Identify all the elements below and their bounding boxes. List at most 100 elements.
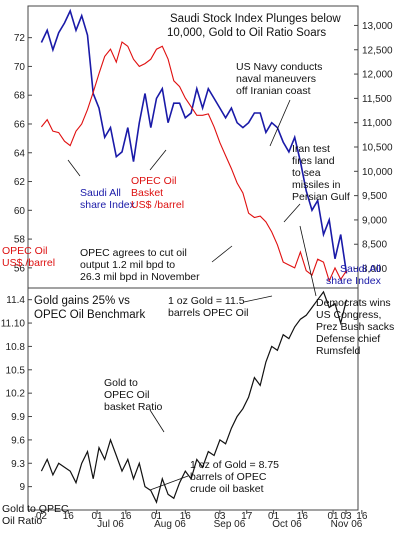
x-axis-month-label-2: Sep 06	[214, 519, 246, 530]
ratio-axis-tick-label-4: 10.2	[6, 389, 26, 400]
annotation-gold-low-3: crude oil basket	[190, 483, 264, 495]
left-axis-top: 56 58 60 62 64 66 68 70 72	[14, 33, 32, 274]
saudi-axis-tick-label-2: 9,000	[362, 215, 387, 226]
oil-axis-tick-label-0: 56	[14, 263, 26, 274]
x-axis-month-label-0: Jul 06	[97, 519, 124, 530]
oil-axis-tick-label-7: 70	[14, 62, 26, 73]
ratio-axis-label-1: Gold to OPEC	[2, 503, 69, 515]
top-title-line-1: Saudi Stock Index Plunges below	[170, 13, 341, 25]
annotation-gold-high-arrow	[243, 295, 273, 303]
saudi-label-left-2: share Index	[80, 199, 136, 211]
gold-oil-ratio-line	[40, 290, 348, 504]
ratio-axis-label-2: Oil Ratio	[2, 515, 42, 527]
x-axis-tick-label-7: 17	[241, 511, 253, 522]
ratio-label-1: Gold to	[104, 377, 138, 389]
oil-axis-tick-label-5: 66	[14, 119, 26, 130]
annotation-us-navy-arrow	[269, 99, 291, 147]
ratio-axis-tick-label-0: 9	[19, 482, 25, 493]
oil-axis-tick-label-6: 68	[14, 91, 26, 102]
saudi-axis-tick-label-3: 9,500	[362, 191, 387, 202]
oil-axis-tick-label-3: 62	[14, 177, 26, 188]
saudi-label-right-2: share Index	[326, 275, 382, 287]
saudi-axis-tick-label-7: 11,500	[362, 94, 392, 105]
annotation-iran-arrow	[283, 203, 301, 223]
annotation-gold-low-1: 1 oz of Gold = 8.75	[190, 459, 279, 471]
annotation-gold-low-arrow	[149, 475, 189, 491]
saudi-axis-tick-label-9: 12,500	[362, 45, 393, 56]
annotation-iran-4: missiles in	[292, 179, 341, 191]
saudi-axis-tick-label-4: 10,000	[362, 167, 393, 178]
oil-axis-label-2: US$ /barrel	[2, 257, 55, 269]
bottom-title-line-1: Gold gains 25% vs	[34, 295, 130, 307]
x-axis-tick-label-3: 16	[120, 511, 132, 522]
x-axis-tick-label-8: 01	[268, 511, 280, 522]
annotation-opec-cut-arrow	[211, 245, 233, 263]
annotation-opec-cut-1: OPEC agrees to cut oil	[80, 247, 187, 259]
plot-frame	[27, 5, 359, 511]
annotation-gold-high-2: barrels OPEC Oil	[168, 307, 249, 319]
opec-basket-label-1: OPEC Oil	[131, 175, 177, 187]
bottom-panel-series	[40, 290, 348, 504]
annotation-democrats-5: Rumsfeld	[316, 345, 361, 357]
left-axis-bottom: 9 9.3 9.6 9.9 10.2 10.5 10.8 11.10 11.4	[1, 295, 32, 493]
saudi-axis-tick-label-6: 11,000	[362, 118, 392, 129]
annotation-gold-low-2: barrels of OPEC	[190, 471, 267, 483]
bottom-title-line-2: OPEC Oil Benchmark	[34, 309, 145, 321]
ratio-axis-tick-label-5: 10.5	[6, 365, 26, 376]
annotation-gold-high-1: 1 oz Gold = 11.5	[168, 295, 245, 307]
x-axis: 02 16 01 16 01 16 03 17 01 16 01 16 03 Jul 06 Aug 06 Se…	[36, 510, 368, 530]
saudi-axis-tick-label-5: 10,500	[362, 143, 393, 154]
annotation-democrats-1: Democrats wins	[316, 297, 391, 309]
x-axis-month-label-4: Nov 06	[331, 519, 363, 530]
saudi-label-right-1: Saudi All	[340, 263, 381, 275]
annotation-democrats-3: Prez Bush sacks	[316, 321, 394, 333]
annotation-us-navy-1: US Navy conducts	[236, 61, 322, 73]
annotation-us-navy-2: naval maneuvers	[236, 73, 316, 85]
x-axis-tick-label-6: 03	[214, 511, 226, 522]
top-title-line-2: 10,000, Gold to Oil Ratio Soars	[167, 27, 326, 39]
annotation-us-navy-3: off Iranian coast	[236, 85, 311, 97]
x-axis-tick-label-4: 01	[151, 511, 163, 522]
x-axis-month-label-1: Aug 06	[154, 519, 186, 530]
ratio-label-3: basket Ratio	[104, 401, 163, 413]
top-panel-series	[40, 8, 348, 283]
annotation-opec-cut-3: 26.3 mil bpd in November	[80, 271, 200, 283]
x-axis-tick-label-10: 01	[327, 511, 339, 522]
oil-axis-tick-label-2: 60	[14, 206, 26, 217]
x-axis-tick-label-12: 03	[340, 511, 352, 522]
ratio-axis-tick-label-7: 11.10	[1, 319, 26, 330]
opec-oil-line	[40, 41, 347, 283]
ratio-axis-tick-label-2: 9.6	[11, 435, 25, 446]
annotation-iran-2: fires land	[292, 155, 335, 167]
oil-axis-tick-label-4: 64	[14, 148, 26, 159]
oil-axis-tick-label-1: 58	[14, 235, 26, 246]
annotation-democrats-4: Defense chief	[316, 333, 380, 345]
x-axis-month-label-3: Oct 06	[272, 519, 302, 530]
opec-basket-arrow	[149, 149, 167, 171]
ratio-axis-tick-label-6: 10.8	[6, 342, 26, 353]
annotation-democrats-2: US Congress,	[316, 309, 381, 321]
opec-basket-label-2: Basket	[131, 187, 163, 199]
x-axis-tick-label-2: 01	[92, 511, 104, 522]
ratio-axis-tick-label-8: 11.4	[6, 295, 25, 306]
ratio-axis-tick-label-1: 9.3	[11, 459, 25, 470]
saudi-axis-tick-label-10: 13,000	[362, 21, 393, 32]
annotation-iran-1: Iran test	[292, 143, 330, 155]
x-axis-tick-label-5: 16	[180, 511, 192, 522]
oil-axis-label-1: OPEC Oil	[2, 245, 48, 257]
saudi-label-arrow	[67, 159, 81, 177]
saudi-label-left-1: Saudi All	[80, 187, 121, 199]
saudi-axis-tick-label-1: 8,500	[362, 240, 387, 251]
ratio-axis-tick-label-3: 9.9	[11, 412, 25, 423]
x-axis-tick-label-0: 02	[36, 511, 48, 522]
right-axis: 8,000 8,500 9,000 9,500 10,000 10,500 11,000 11…	[354, 21, 393, 275]
annotation-opec-cut-2: output 1.2 mil bpd to	[80, 259, 175, 271]
x-axis-tick-label-11: 16	[356, 511, 368, 522]
oil-axis-tick-label-8: 72	[14, 33, 26, 44]
saudi-index-line	[40, 8, 348, 274]
opec-basket-label-3: US$ /barrel	[131, 199, 184, 211]
x-axis-tick-label-1: 16	[63, 511, 75, 522]
ratio-label-arrow	[149, 409, 165, 433]
annotation-iran-3: to sea	[292, 167, 321, 179]
